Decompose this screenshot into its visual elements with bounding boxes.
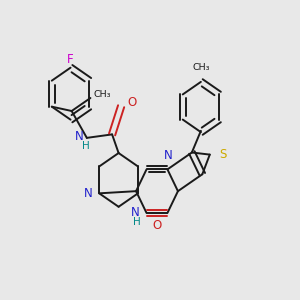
- Text: N: N: [164, 148, 172, 162]
- Text: H: H: [133, 218, 141, 227]
- Text: CH₃: CH₃: [193, 63, 210, 72]
- Text: N: N: [84, 187, 93, 200]
- Text: CH₃: CH₃: [93, 90, 111, 99]
- Text: S: S: [219, 148, 226, 161]
- Text: O: O: [128, 96, 137, 109]
- Text: F: F: [67, 53, 74, 66]
- Text: N: N: [131, 206, 140, 219]
- Text: N: N: [75, 130, 84, 142]
- Text: H: H: [82, 141, 90, 151]
- Text: O: O: [152, 219, 162, 232]
